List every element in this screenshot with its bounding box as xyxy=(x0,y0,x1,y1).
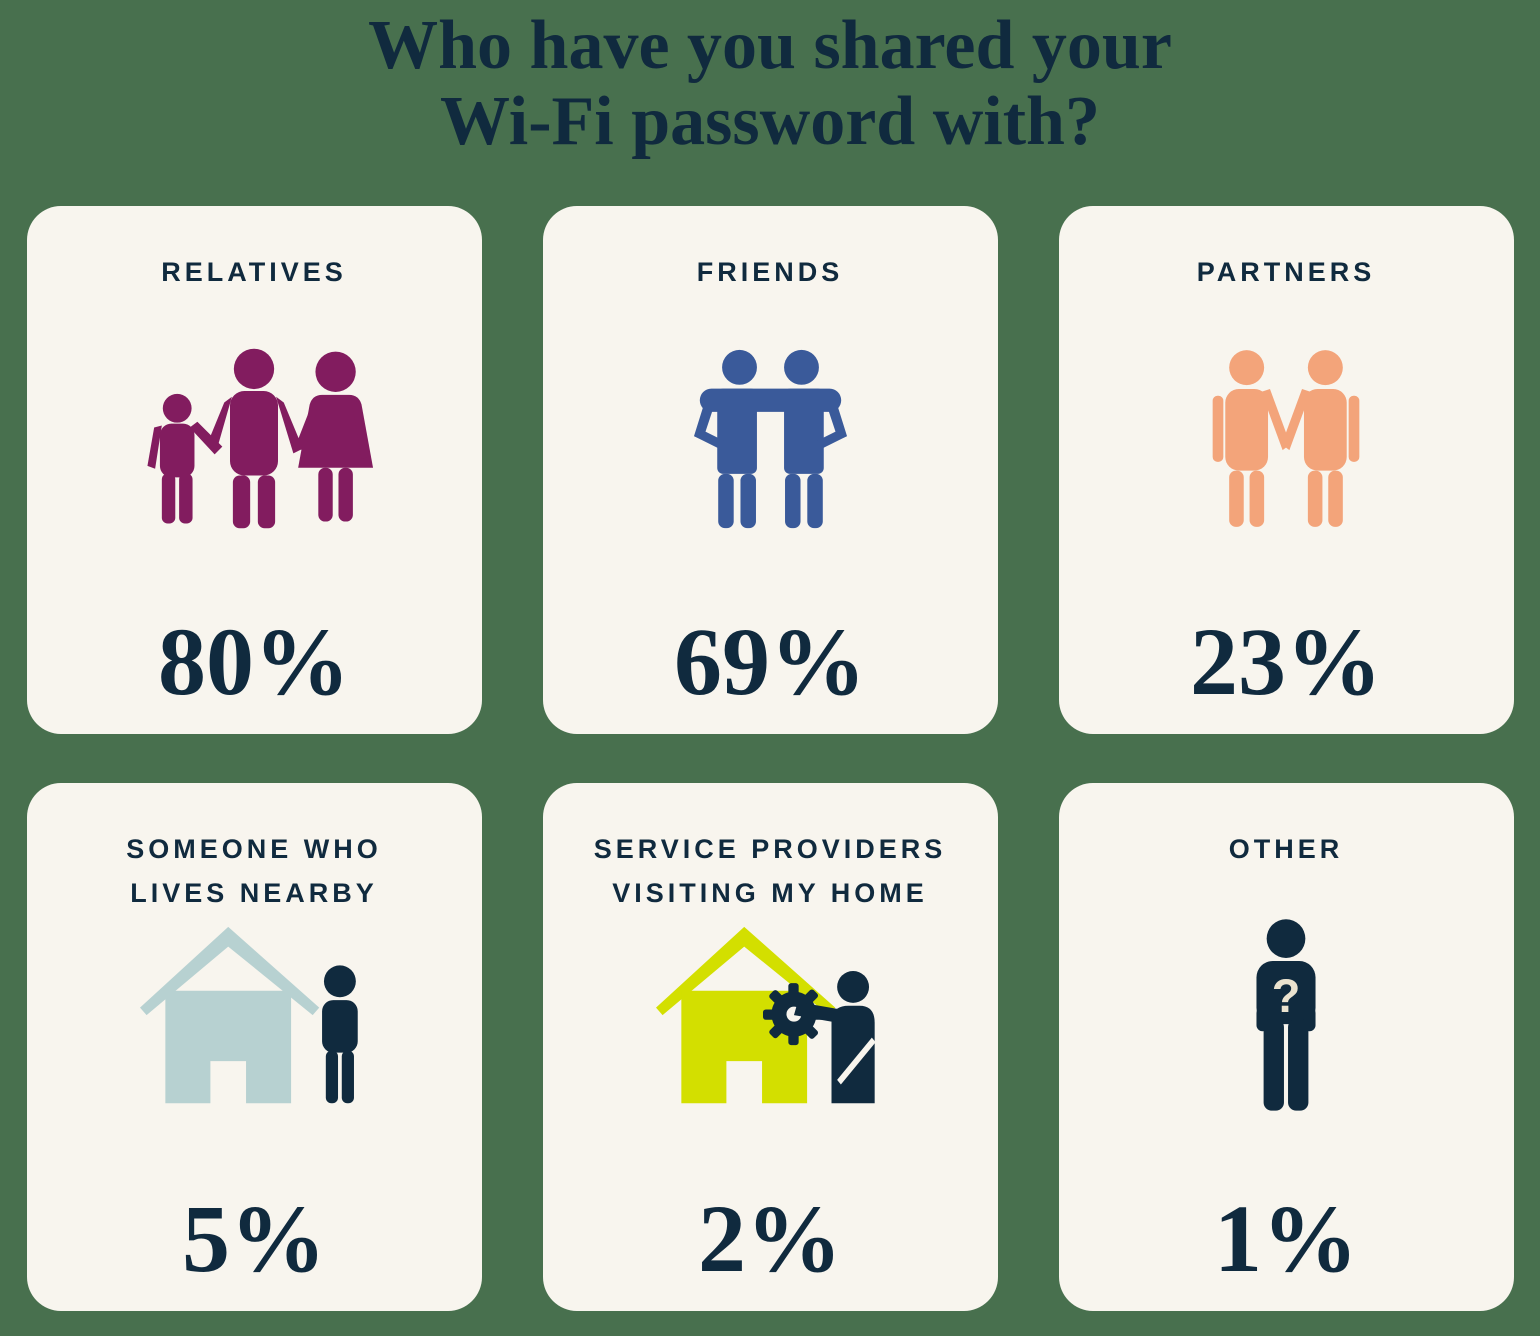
stat-card-service-providers: SERVICE PROVIDERS VISITING MY HOME xyxy=(542,783,998,1311)
page-title-line-1: Who have you shared your xyxy=(368,7,1172,84)
card-label: FRIENDS xyxy=(696,257,844,287)
stat-card-other: OTHER ? 1% xyxy=(1058,783,1514,1311)
stat-card-grid: RELATIVES xyxy=(0,206,1540,1311)
person-question-icon: ? xyxy=(1230,915,1342,1117)
page-title-line-2: Wi-Fi password with? xyxy=(440,83,1100,160)
stat-card-friends: FRIENDS xyxy=(542,206,998,734)
friends-icon xyxy=(688,338,853,540)
family-icon xyxy=(134,338,374,540)
card-label: SERVICE PROVIDERS VISITING MY HOME xyxy=(593,834,947,908)
person-shape xyxy=(321,964,358,1103)
house-technician-icon xyxy=(653,915,888,1117)
stat-value: 1% xyxy=(1214,1185,1358,1292)
stat-value: 69% xyxy=(674,608,866,715)
stat-value: 80% xyxy=(158,608,350,715)
stat-card-relatives: RELATIVES xyxy=(26,206,482,734)
house-shape xyxy=(139,926,319,1103)
house-neighbor-icon xyxy=(137,915,372,1117)
stat-value: 2% xyxy=(698,1185,842,1292)
card-label: RELATIVES xyxy=(161,257,347,287)
stat-card-partners: PARTNERS 2 xyxy=(1058,206,1514,734)
stat-value: 23% xyxy=(1190,608,1382,715)
stat-value: 5% xyxy=(182,1185,326,1292)
arm-separator-line xyxy=(836,1037,876,1085)
card-label: OTHER xyxy=(1228,834,1344,864)
stat-card-someone-nearby: SOMEONE WHO LIVES NEARBY 5% xyxy=(26,783,482,1311)
card-label: PARTNERS xyxy=(1196,257,1376,287)
question-mark-glyph: ? xyxy=(1272,969,1301,1021)
page-title: Who have you shared your Wi-Fi password … xyxy=(0,8,1540,160)
partners-icon xyxy=(1201,338,1371,540)
card-label: SOMEONE WHO LIVES NEARBY xyxy=(126,834,382,908)
